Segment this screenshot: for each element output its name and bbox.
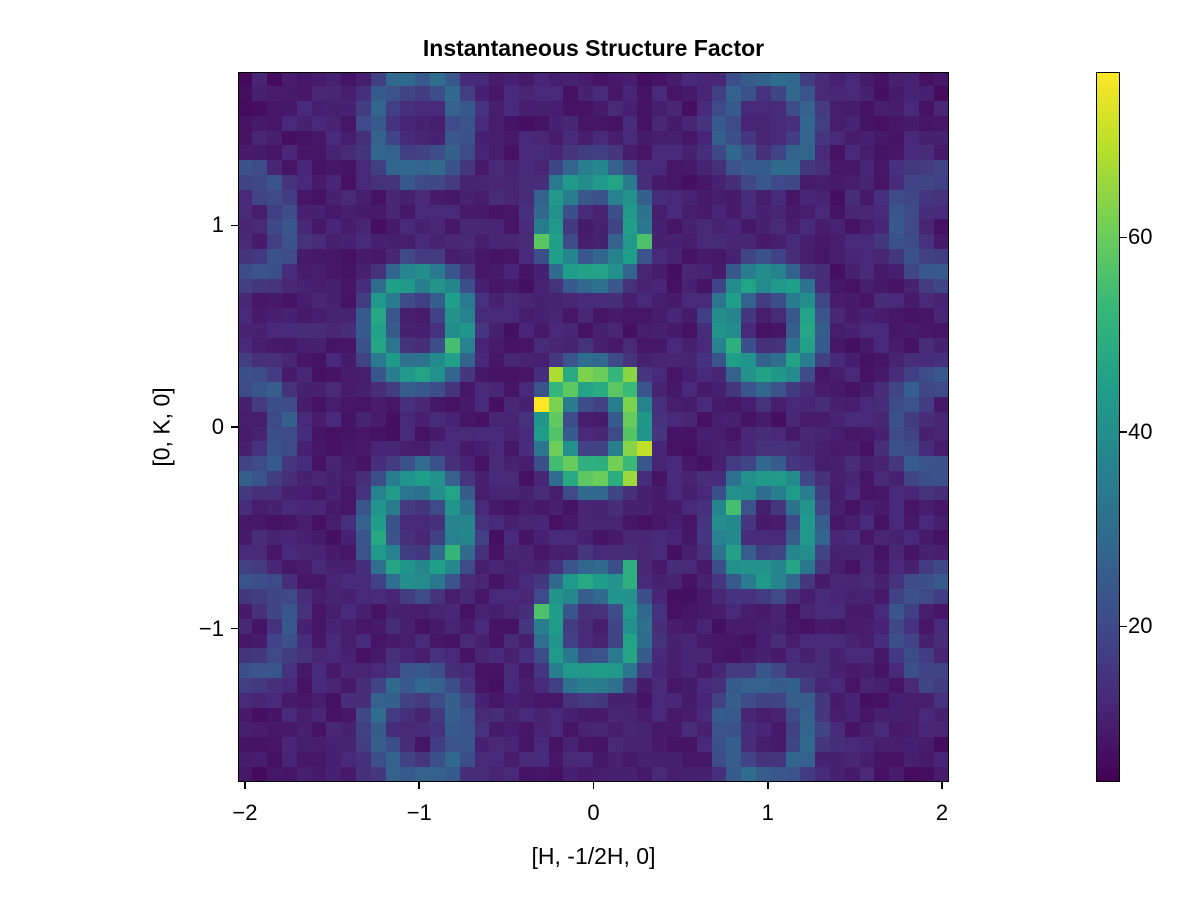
colorbar-tick-mark <box>1120 625 1127 628</box>
colorbar-tick-label: 60 <box>1128 224 1153 250</box>
x-tick-label: 0 <box>587 800 600 825</box>
y-tick-mark <box>231 627 238 630</box>
x-tick-mark <box>767 782 769 789</box>
x-tick-label: 2 <box>935 800 949 825</box>
colorbar-tick-label: 40 <box>1128 418 1153 444</box>
x-tick-label: 1 <box>761 800 774 825</box>
y-tick-label: −1 <box>198 615 224 641</box>
y-tick-mark <box>231 224 238 227</box>
colorbar-tick-mark <box>1120 236 1127 239</box>
x-tick-mark <box>418 782 420 789</box>
y-axis-label: [0, K, 0] <box>148 387 175 467</box>
y-tick-label: 0 <box>211 414 224 439</box>
x-tick-mark <box>941 782 943 789</box>
x-tick-label: −2 <box>232 800 258 825</box>
y-tick-label: 1 <box>211 212 224 238</box>
y-tick-mark <box>231 426 238 428</box>
chart-title: Instantaneous Structure Factor <box>422 35 765 61</box>
x-tick-label: −1 <box>406 800 432 825</box>
x-tick-mark <box>244 782 246 789</box>
colorbar <box>1096 72 1120 782</box>
x-tick-mark <box>592 782 595 789</box>
heatmap-image <box>238 72 949 782</box>
colorbar-frame <box>1096 72 1120 782</box>
colorbar-tick-mark <box>1120 431 1127 433</box>
colorbar-tick-label: 20 <box>1128 613 1153 639</box>
x-axis-label: [H, -1/2H, 0] <box>531 843 656 869</box>
